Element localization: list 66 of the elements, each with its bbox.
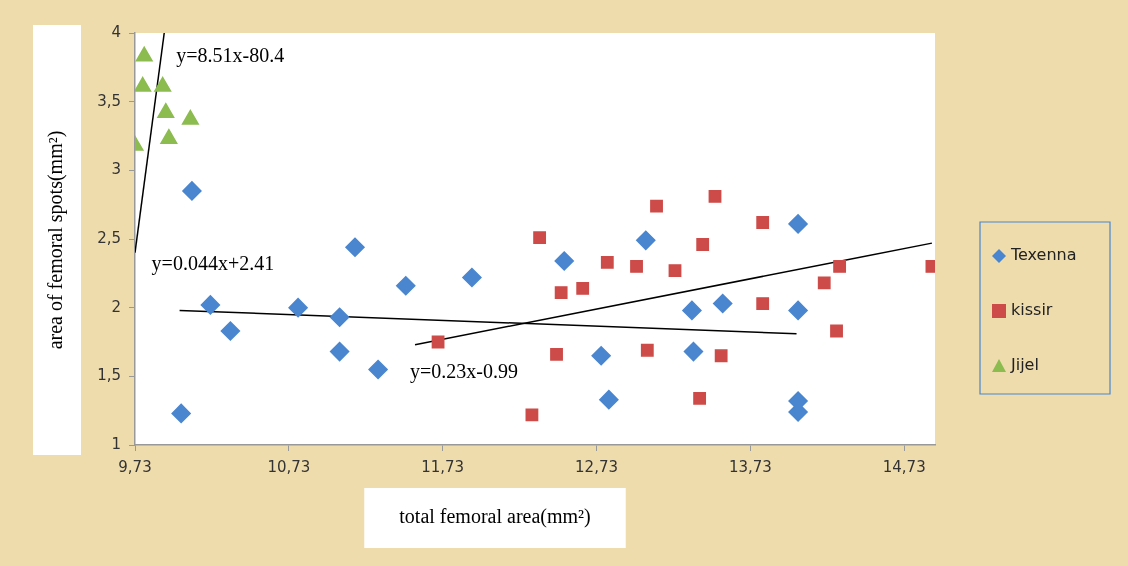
y-tick-label: 3,5 bbox=[97, 91, 121, 110]
point bbox=[630, 260, 643, 273]
x-tick-label: 13,73 bbox=[728, 457, 772, 476]
legend-label: Texenna bbox=[1010, 245, 1077, 265]
point bbox=[599, 389, 619, 410]
x-tick-label: 12,73 bbox=[575, 457, 619, 476]
point bbox=[154, 76, 172, 92]
point bbox=[345, 237, 365, 257]
point bbox=[135, 76, 152, 92]
point bbox=[525, 408, 539, 422]
point bbox=[160, 129, 178, 144]
y-tick-label: 2,5 bbox=[97, 228, 121, 247]
point bbox=[714, 349, 728, 363]
point bbox=[462, 267, 482, 288]
point bbox=[640, 343, 654, 357]
point bbox=[533, 231, 547, 245]
point bbox=[696, 238, 710, 251]
x-axis-title: total femoral area(mm²) bbox=[399, 505, 591, 529]
point bbox=[683, 341, 704, 362]
point bbox=[788, 300, 808, 321]
point bbox=[368, 359, 388, 380]
annotation: y=8.51x-80.4 bbox=[176, 44, 285, 68]
point bbox=[682, 300, 702, 321]
point bbox=[220, 321, 241, 341]
annotation: y=0.23x-0.99 bbox=[410, 360, 518, 383]
point bbox=[650, 199, 663, 213]
x-tick-label: 9,73 bbox=[118, 457, 152, 476]
x-tick-label: 14,73 bbox=[882, 457, 926, 476]
point bbox=[288, 297, 308, 318]
y-tick-label: 1 bbox=[111, 434, 121, 453]
point bbox=[708, 190, 722, 203]
annotation: y=0.044x+2.41 bbox=[151, 251, 275, 275]
y-tick-label: 4 bbox=[111, 22, 121, 41]
point bbox=[200, 295, 221, 315]
x-tick-label: 11,73 bbox=[421, 457, 465, 476]
y-tick-label: 3 bbox=[111, 160, 121, 179]
point bbox=[181, 109, 199, 125]
point bbox=[329, 307, 350, 328]
point bbox=[600, 255, 614, 269]
point bbox=[329, 341, 350, 362]
point bbox=[591, 345, 611, 366]
point bbox=[396, 275, 416, 296]
point bbox=[135, 46, 153, 62]
point bbox=[171, 403, 191, 424]
point bbox=[554, 286, 568, 299]
x-tick-label: 10,73 bbox=[267, 457, 311, 476]
point bbox=[756, 216, 770, 229]
point bbox=[182, 181, 202, 201]
point bbox=[756, 297, 770, 310]
point bbox=[636, 230, 656, 251]
point bbox=[554, 251, 574, 271]
y-tick-label: 1,5 bbox=[97, 366, 121, 385]
point bbox=[830, 324, 843, 338]
point bbox=[668, 264, 682, 277]
point bbox=[693, 391, 707, 405]
point bbox=[550, 347, 563, 361]
y-tick-label: 2 bbox=[111, 297, 121, 316]
y-axis-title: area of femoral spots(mm²) bbox=[44, 130, 68, 350]
legend-label: kissir bbox=[1011, 300, 1053, 320]
point bbox=[788, 214, 808, 234]
legend-label: Jijel bbox=[1010, 355, 1039, 375]
point bbox=[833, 260, 847, 273]
point bbox=[576, 282, 590, 295]
point bbox=[157, 102, 175, 118]
point bbox=[817, 276, 831, 290]
point bbox=[712, 293, 733, 314]
